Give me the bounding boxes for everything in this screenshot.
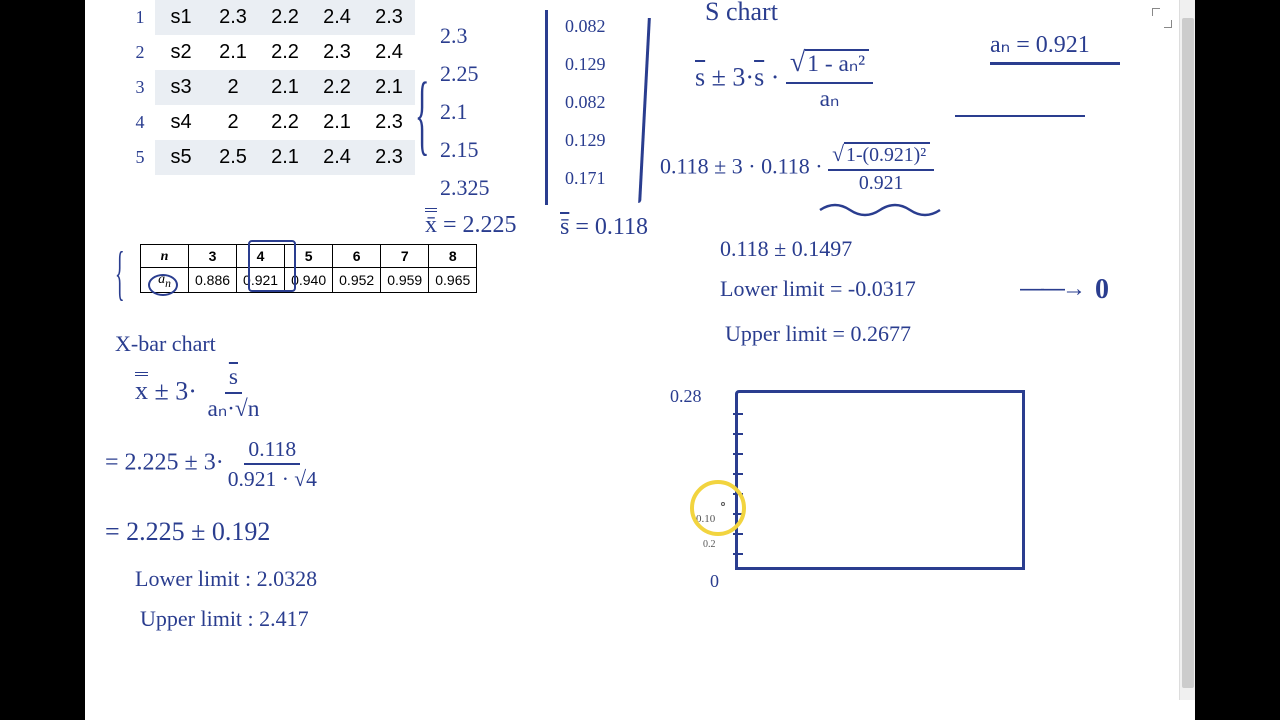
zero-label: 0 <box>1095 272 1109 308</box>
xbar-result: = 2.225 ± 0.192 <box>105 515 270 549</box>
xbar-calc1: = 2.225 ± 3·0.1180.921 · √4 <box>105 435 321 493</box>
divider <box>545 10 548 205</box>
an-value: aₙ = 0.921 <box>990 30 1090 61</box>
squiggle-icon <box>815 200 945 220</box>
underline <box>955 115 1085 117</box>
divider <box>638 18 651 203</box>
schart-upper: Upper limit = 0.2677 <box>725 320 911 349</box>
xbar-title: X-bar chart <box>115 330 216 359</box>
arrow-icon: ——→ <box>1020 275 1083 303</box>
xbar-lower: Lower limit : 2.0328 <box>135 565 317 594</box>
underline <box>990 62 1120 65</box>
schart-title: S chart <box>705 0 778 29</box>
whiteboard-canvas: 1s12.32.22.42.32s22.12.22.32.43s322.12.2… <box>85 0 1195 720</box>
chart-frame <box>735 390 1025 570</box>
data-table: 1s12.32.22.42.32s22.12.22.32.43s322.12.2… <box>125 0 415 175</box>
sbar-label: s̄ = 0.118 <box>560 212 648 243</box>
xbarbar-label: x̄ = 2.225 <box>425 210 517 241</box>
expand-icon[interactable] <box>1154 10 1170 26</box>
brace-icon: { <box>415 66 429 168</box>
box-annotation <box>248 240 296 292</box>
chart-ymin: 0 <box>710 570 719 593</box>
schart-formula: s ± 3·s · √1 - aₙ²aₙ <box>695 45 873 114</box>
constants-table: n345678 an0.8860.9210.9400.9520.9590.965 <box>140 244 477 293</box>
brace-icon: { <box>115 242 125 311</box>
schart-calc1: 0.118 ± 3 · 0.118 · √1-(0.921)²0.921 <box>660 140 934 196</box>
chart-label: 0.2 <box>703 538 716 551</box>
schart-result: 0.118 ± 0.1497 <box>720 235 852 264</box>
highlight-circle <box>690 480 746 536</box>
cursor-dot <box>721 502 725 506</box>
circle-annotation <box>148 274 178 296</box>
xbar-formula: x ± 3· saₙ·√n <box>135 362 263 425</box>
schart-lower: Lower limit = -0.0317 <box>720 275 916 304</box>
chart-ymax: 0.28 <box>670 385 702 408</box>
scrollbar[interactable] <box>1179 0 1195 700</box>
xbar-upper: Upper limit : 2.417 <box>140 605 309 634</box>
